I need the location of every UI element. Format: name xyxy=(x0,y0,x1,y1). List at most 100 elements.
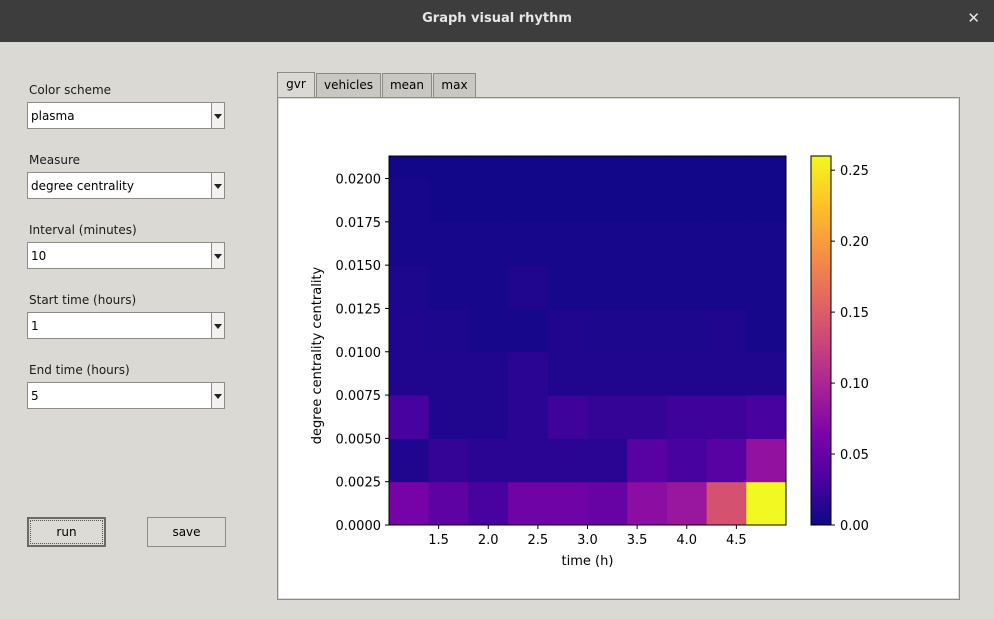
heatmap-cell xyxy=(587,481,628,526)
heatmap-cell xyxy=(389,265,430,309)
color-scheme-select[interactable]: plasma xyxy=(27,102,225,129)
heatmap-cell xyxy=(706,156,747,180)
heatmap-cell xyxy=(389,351,430,396)
heatmap-cell xyxy=(508,438,549,483)
color-scheme-dropdown-button[interactable] xyxy=(211,103,224,128)
heatmap-cell xyxy=(706,178,747,223)
heatmap-cell xyxy=(666,438,708,483)
heatmap-cell xyxy=(746,156,787,180)
heatmap-cell xyxy=(547,221,588,266)
heatmap-cell xyxy=(746,178,787,223)
heatmap-cell xyxy=(706,481,747,526)
heatmap-cell xyxy=(468,481,509,526)
heatmap-cell xyxy=(468,178,509,223)
heatmap-cell xyxy=(547,308,588,353)
heatmap-cell xyxy=(587,438,628,483)
window-title: Graph visual rhythm xyxy=(422,11,572,26)
tab-max[interactable]: max xyxy=(433,73,476,97)
start-time-value: 1 xyxy=(31,319,39,333)
heatmap-cell xyxy=(627,308,668,353)
save-button[interactable]: save xyxy=(147,517,226,547)
heatmap-cell xyxy=(547,178,588,223)
chevron-down-icon xyxy=(214,114,222,119)
x-axis: 1.5 2.0 2.5 3.0 3.5 4.0 4.5 xyxy=(428,525,747,548)
heatmap-cell xyxy=(587,221,628,266)
x-axis-label: time (h) xyxy=(562,554,614,569)
heatmap-cell xyxy=(508,156,549,180)
end-time-select[interactable]: 5 xyxy=(27,382,225,409)
measure-value: degree centrality xyxy=(31,179,134,193)
color-scheme-value: plasma xyxy=(31,109,75,123)
heatmap-cell xyxy=(666,156,708,180)
x-tick-label: 3.0 xyxy=(577,533,598,548)
chevron-down-icon xyxy=(214,324,222,329)
heatmap-cell xyxy=(389,395,430,439)
tab-gvr[interactable]: gvr xyxy=(277,72,315,98)
interval-value: 10 xyxy=(31,249,47,263)
start-time-label: Start time (hours) xyxy=(29,293,137,307)
heatmap-cell xyxy=(587,395,628,439)
heatmap-cell xyxy=(587,308,628,353)
chevron-down-icon xyxy=(214,254,222,259)
chevron-down-icon xyxy=(214,184,222,189)
colorbar-tick-label: 0.10 xyxy=(840,377,869,392)
heatmap-cell xyxy=(666,265,708,309)
heatmap-cell xyxy=(746,438,787,483)
heatmap-cell xyxy=(706,221,747,266)
close-icon[interactable]: ✕ xyxy=(967,9,980,27)
interval-select[interactable]: 10 xyxy=(27,242,225,269)
heatmap-cell xyxy=(627,156,668,180)
tab-mean[interactable]: mean xyxy=(382,73,432,97)
interval-label: Interval (minutes) xyxy=(29,223,137,237)
heatmap-cell xyxy=(428,156,469,180)
heatmap-cell xyxy=(428,481,469,526)
tab-vehicles[interactable]: vehicles xyxy=(316,73,381,97)
heatmap-cell xyxy=(468,351,509,396)
measure-dropdown-button[interactable] xyxy=(211,173,224,198)
x-tick-label: 1.5 xyxy=(428,533,449,548)
heatmap-cell xyxy=(706,395,747,439)
heatmap-cell xyxy=(428,265,469,309)
heatmap-cell xyxy=(627,481,668,526)
end-time-dropdown-button[interactable] xyxy=(211,383,224,408)
heatmap-cell xyxy=(706,308,747,353)
heatmap-cell xyxy=(508,481,549,526)
heatmap-cell xyxy=(389,438,430,483)
heatmap-cell xyxy=(468,156,509,180)
color-scheme-label: Color scheme xyxy=(29,83,112,97)
heatmap-cell xyxy=(587,265,628,309)
y-tick-label: 0.0200 xyxy=(336,173,382,188)
heatmap-cell xyxy=(547,481,588,526)
x-tick-label: 3.5 xyxy=(627,533,648,548)
x-tick-label: 4.0 xyxy=(676,533,697,548)
start-time-dropdown-button[interactable] xyxy=(211,313,224,338)
interval-dropdown-button[interactable] xyxy=(211,243,224,268)
measure-select[interactable]: degree centrality xyxy=(27,172,225,199)
heatmap-cell xyxy=(389,308,430,353)
run-button[interactable]: run xyxy=(27,517,106,547)
y-tick-label: 0.0075 xyxy=(336,389,382,404)
heatmap-cell xyxy=(468,221,509,266)
y-axis-label: degree centrality centrality xyxy=(310,266,325,444)
x-tick-label: 2.5 xyxy=(528,533,549,548)
heatmap-cell xyxy=(389,178,430,223)
y-tick-label: 0.0175 xyxy=(336,216,382,231)
y-tick-label: 0.0000 xyxy=(336,519,382,534)
heatmap-cell xyxy=(508,395,549,439)
heatmap-cell xyxy=(746,395,787,439)
x-tick-label: 2.0 xyxy=(478,533,499,548)
heatmap-cell xyxy=(547,156,588,180)
heatmap-cell xyxy=(389,156,430,180)
colorbar xyxy=(810,155,832,526)
end-time-label: End time (hours) xyxy=(29,363,130,377)
measure-label: Measure xyxy=(29,153,80,167)
heatmap-cell xyxy=(468,438,509,483)
heatmap-cell xyxy=(666,178,708,223)
heatmap-chart: 1.5 2.0 2.5 3.0 3.5 4.0 4.5 0.0000 0.0025 0.0050… xyxy=(279,99,958,598)
start-time-select[interactable]: 1 xyxy=(27,312,225,339)
y-tick-label: 0.0125 xyxy=(336,302,382,317)
heatmap-cell xyxy=(547,265,588,309)
heatmap-cell xyxy=(706,438,747,483)
y-tick-label: 0.0050 xyxy=(336,432,382,447)
heatmap-cell xyxy=(508,308,549,353)
